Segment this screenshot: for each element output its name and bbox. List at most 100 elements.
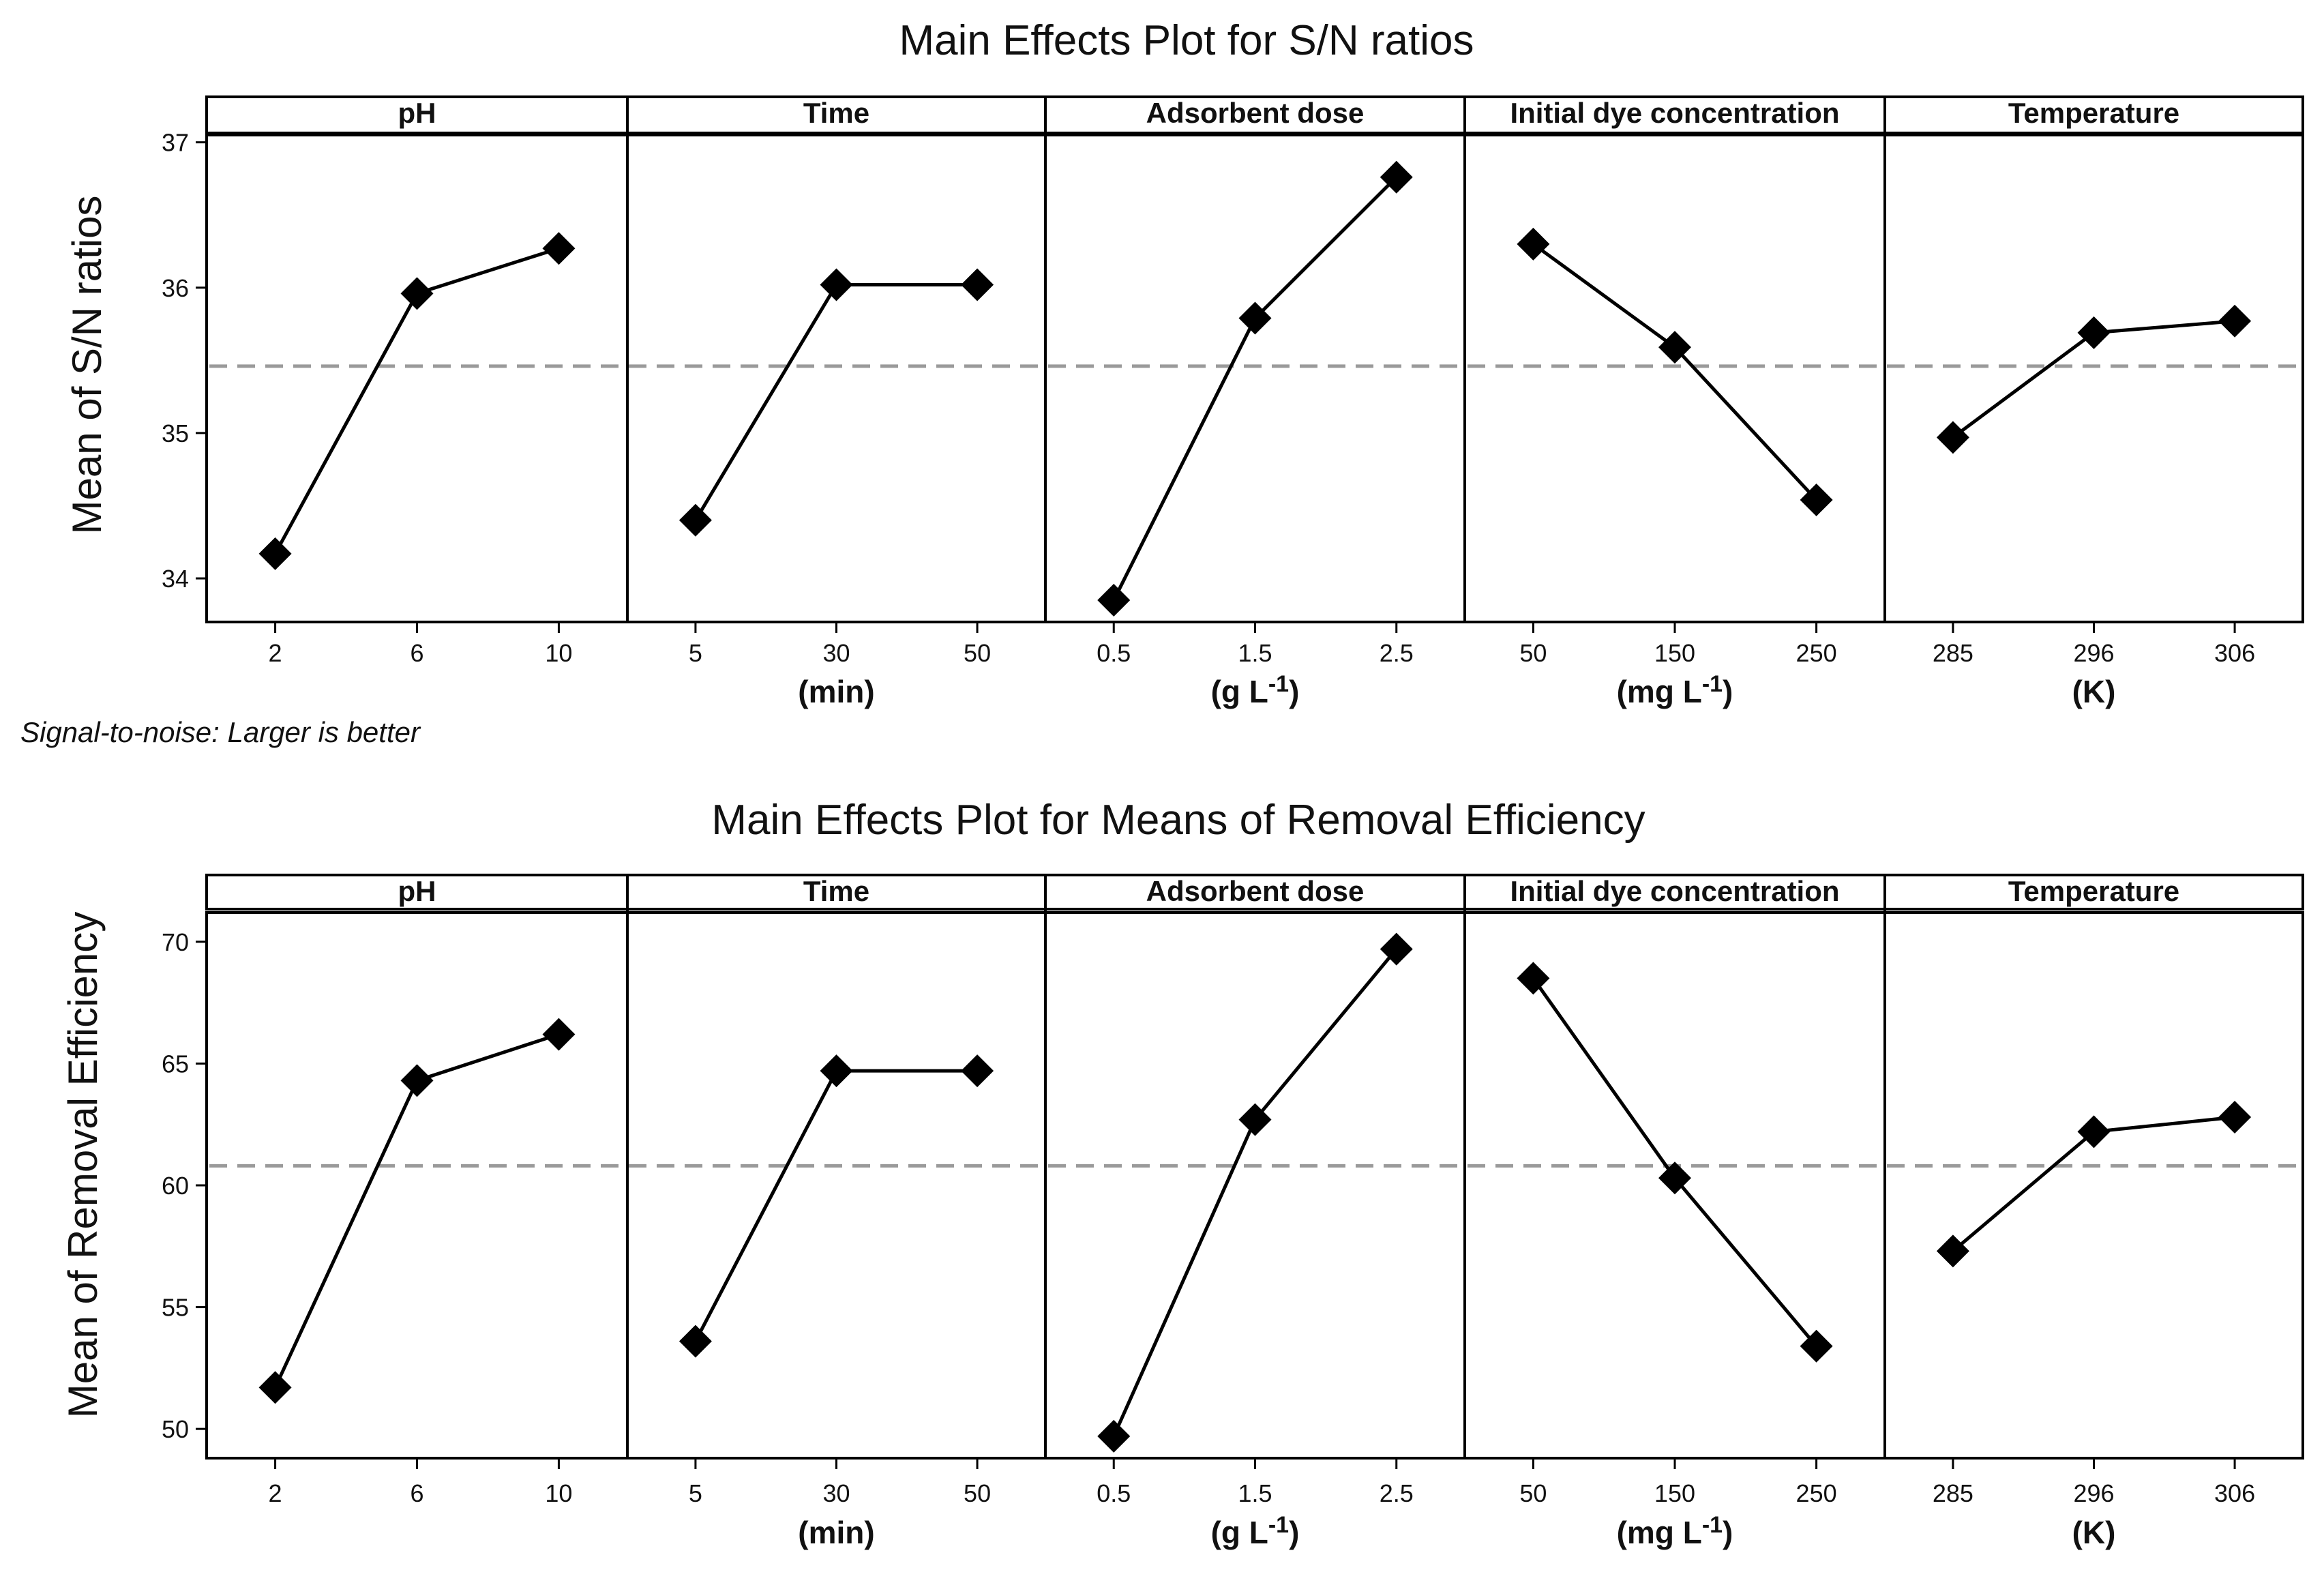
x-unit-label: (K) — [2072, 674, 2116, 709]
x-tick-label: 50 — [964, 1479, 991, 1507]
data-point-marker — [258, 1371, 292, 1404]
chart-1: Main Effects Plot for S/N ratios Mean of … — [20, 17, 2304, 748]
data-point-marker — [820, 1054, 853, 1088]
plot-frame — [205, 134, 2304, 623]
x-tick-label: 0.5 — [1097, 639, 1131, 667]
panel-header-strip — [205, 95, 2304, 134]
x-tick-label: 285 — [1933, 639, 1973, 667]
x-unit-base: (mg L — [1617, 1515, 1702, 1550]
data-point-marker — [1380, 160, 1413, 194]
panel-title: Temperature — [2008, 875, 2179, 907]
y-axis-label: Mean of Removal Efficiency — [60, 912, 106, 1419]
x-unit-close: ) — [1289, 1515, 1299, 1550]
y-tick-label: 34 — [162, 565, 189, 593]
x-tick-label: 150 — [1654, 639, 1695, 667]
x-tick-label: 2 — [269, 639, 282, 667]
panel-adsorbent-dose: Adsorbent dose 0.5 1.5 2.5 (g L-1) — [1044, 875, 1414, 1550]
y-axis-label: Mean of S/N ratios — [64, 196, 110, 535]
chart-title: Main Effects Plot for Means of Removal E… — [711, 797, 1645, 844]
x-tick-label: 5 — [689, 1479, 702, 1507]
x-unit-label: (mg L-1) — [1617, 1512, 1733, 1550]
x-unit-close: ) — [1723, 674, 1733, 709]
panel-title: pH — [398, 875, 436, 907]
data-point-marker — [1800, 483, 1833, 516]
x-tick-label: 6 — [410, 639, 423, 667]
series-line — [694, 283, 978, 522]
series-line — [1532, 242, 1818, 501]
data-point-marker — [961, 268, 994, 301]
x-tick-label: 10 — [545, 639, 572, 667]
panel-adsorbent-dose: Adsorbent dose 0.5 1.5 2.5 (g L-1) — [1044, 97, 1414, 709]
x-tick-label: 10 — [545, 1479, 572, 1507]
panel-ph: pH 2 6 10 — [258, 875, 576, 1507]
charts-root: Main Effects Plot for S/N ratios Mean of … — [20, 17, 2304, 1550]
x-tick-label: 2.5 — [1380, 639, 1414, 667]
data-point-marker — [1658, 1161, 1691, 1195]
x-tick-label: 30 — [822, 639, 850, 667]
y-tick-label: 36 — [162, 274, 189, 302]
y-tick-label: 37 — [162, 129, 189, 157]
data-point-marker — [820, 268, 853, 301]
x-tick-label: 250 — [1796, 639, 1837, 667]
sn-note: Signal-to-noise: Larger is better — [20, 716, 421, 748]
y-tick-label: 35 — [162, 419, 189, 447]
data-point-marker — [1517, 962, 1550, 995]
panel-temperature: Temperature 285 296 306 (K) — [1883, 875, 2255, 1550]
x-unit-close: ) — [1723, 1515, 1733, 1550]
data-point-marker — [1380, 932, 1413, 966]
data-point-marker — [679, 503, 712, 537]
x-tick-label: 296 — [2073, 639, 2114, 667]
x-unit-close: ) — [1289, 674, 1299, 709]
x-unit-superscript: -1 — [1268, 671, 1289, 697]
data-point-marker — [1936, 421, 1969, 454]
x-tick-label: 296 — [2073, 1479, 2114, 1507]
y-tick-label: 55 — [162, 1294, 189, 1322]
x-tick-label: 30 — [822, 1479, 850, 1507]
data-point-marker — [961, 1054, 994, 1088]
data-point-marker — [400, 1064, 434, 1097]
x-tick-label: 1.5 — [1238, 1479, 1272, 1507]
panel-time: Time 5 30 50 (min) — [626, 97, 994, 709]
panel-time: Time 5 30 50 (min) — [626, 875, 994, 1550]
y-tick-label: 50 — [162, 1415, 189, 1443]
data-point-marker — [2218, 1101, 2252, 1134]
x-tick-label: 50 — [1519, 639, 1547, 667]
x-tick-label: 285 — [1933, 1479, 1973, 1507]
series-line — [1112, 947, 1398, 1437]
series-line — [694, 1069, 978, 1342]
panel-title: Initial dye concentration — [1510, 875, 1839, 907]
data-point-marker — [2077, 1115, 2111, 1149]
y-tick-label: 70 — [162, 928, 189, 956]
panel-ph: pH 2 6 10 — [258, 97, 576, 667]
x-unit-base: (g L — [1211, 1515, 1268, 1550]
panel-title: Adsorbent dose — [1146, 97, 1365, 129]
panel-initial-dye-concentration: Initial dye concentration 50 150 250 (mg L-1… — [1463, 97, 1840, 709]
data-point-marker — [2077, 316, 2111, 349]
data-point-marker — [258, 537, 292, 570]
x-tick-label: 306 — [2214, 1479, 2255, 1507]
data-point-marker — [542, 232, 576, 265]
data-point-marker — [679, 1324, 712, 1358]
data-point-marker — [1238, 301, 1272, 335]
plot-frame — [205, 911, 2304, 1460]
x-tick-label: 50 — [964, 639, 991, 667]
chart-title: Main Effects Plot for S/N ratios — [899, 17, 1474, 64]
x-tick-label: 6 — [410, 1479, 423, 1507]
x-unit-label: (min) — [798, 1515, 874, 1550]
y-tick-label: 60 — [162, 1172, 189, 1200]
x-unit-label: (min) — [798, 674, 874, 709]
x-unit-superscript: -1 — [1268, 1512, 1289, 1538]
x-tick-label: 2.5 — [1380, 1479, 1414, 1507]
x-unit-superscript: -1 — [1702, 1512, 1723, 1538]
panel-title: Time — [803, 97, 869, 129]
panel-title: Adsorbent dose — [1146, 875, 1365, 907]
x-tick-label: 1.5 — [1238, 639, 1272, 667]
x-tick-label: 250 — [1796, 1479, 1837, 1507]
x-tick-label: 50 — [1519, 1479, 1547, 1507]
data-point-marker — [2218, 304, 2252, 338]
x-unit-base: (g L — [1211, 674, 1268, 709]
data-point-marker — [542, 1018, 576, 1051]
x-tick-label: 0.5 — [1097, 1479, 1131, 1507]
data-point-marker — [1238, 1103, 1272, 1136]
